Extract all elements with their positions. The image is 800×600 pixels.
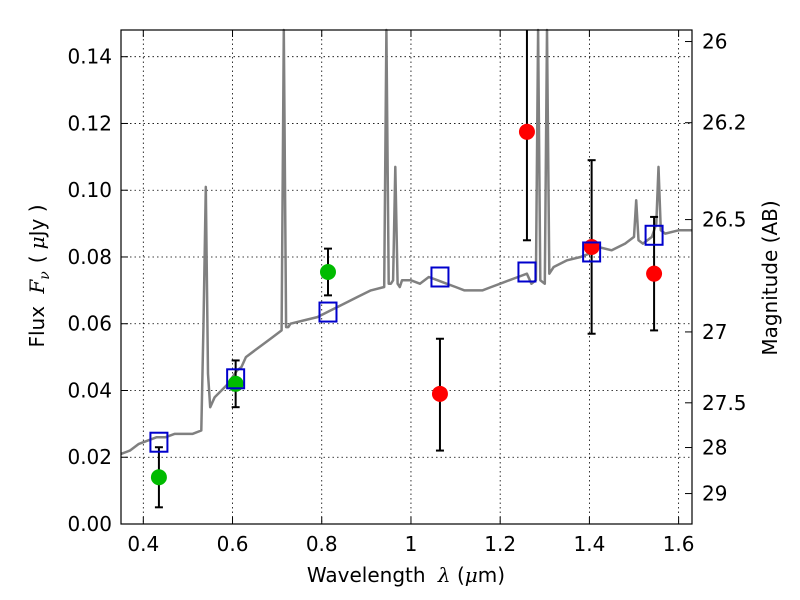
model-square [226,368,246,390]
y-axis-title-word: Flux [25,306,49,348]
plot-frame [120,29,693,525]
green-data-point [150,469,167,486]
y-axis-unit-rest: Jy ) [25,204,49,238]
mag-tick-label: 26.2 [702,111,747,135]
x-axis-unit-rest: m) [478,563,505,587]
model-square [149,431,169,453]
y-axis-unit-open: ( [25,255,49,263]
red-data-point [431,385,448,402]
model-square [644,224,664,246]
x-tick-label: 0.4 [127,532,159,556]
y-tick-label: 0.14 [67,45,112,69]
model-square [582,241,602,263]
model-square [517,261,537,283]
green-data-point [227,375,244,392]
x-ticks: 0.4 0.6 0.8 1 1.2 1.4 1.6 [127,30,695,556]
x-tick-label: 0.8 [306,532,338,556]
mag-ticks: 26 26.2 26.5 27 27.5 28 29 [685,30,747,506]
y-tick-label: 0.12 [67,111,112,135]
mag-tick-label: 26 [702,30,727,54]
y2-axis-title: Magnitude (AB) [758,200,782,355]
x-tick-label: 1.6 [663,532,695,556]
y-tick-label: 0.06 [67,312,112,336]
y-tick-label: 0.08 [67,245,112,269]
y-axis-symbol: F [25,279,49,295]
errorbar-layer [154,30,659,509]
red-data-point [518,123,535,140]
x-tick-label: 1.2 [484,532,516,556]
y-tick-label: 0.10 [67,178,112,202]
y-axis-symbol-sub: ν [37,271,53,280]
y-tick-label: 0.02 [67,445,112,469]
x-axis-title: Wavelength λ (μm) [307,563,505,587]
x-tick-label: 1 [405,532,418,556]
x-axis-title-word: Wavelength [307,563,426,587]
x-axis-unit-mu: μ [465,563,478,587]
model-square [430,266,450,288]
red-data-point [583,238,600,255]
x-axis-unit-open: ( [457,563,465,587]
x-tick-label: 0.6 [217,532,249,556]
model-layer [149,224,664,453]
x-axis-symbol: λ [437,563,451,587]
mag-tick-label: 27.5 [702,391,747,415]
mag-tick-label: 26.5 [702,208,747,232]
y-axis-unit-mu: μ [25,236,49,249]
points-layer [150,123,663,486]
y-tick-label: 0.00 [67,512,112,536]
mag-tick-label: 27 [702,320,727,344]
y-tick-label: 0.04 [67,378,112,402]
y-ticks: 0.00 0.02 0.04 0.06 0.08 0.10 0.12 0.14 [67,45,128,536]
y-axis-title: Flux Fν ( μJy ) [25,204,53,347]
mag-tick-label: 29 [702,482,727,506]
mag-tick-label: 28 [702,436,727,460]
model-square [318,301,338,323]
red-data-point [646,265,663,282]
x-tick-label: 1.4 [573,532,605,556]
green-data-point [319,263,336,280]
